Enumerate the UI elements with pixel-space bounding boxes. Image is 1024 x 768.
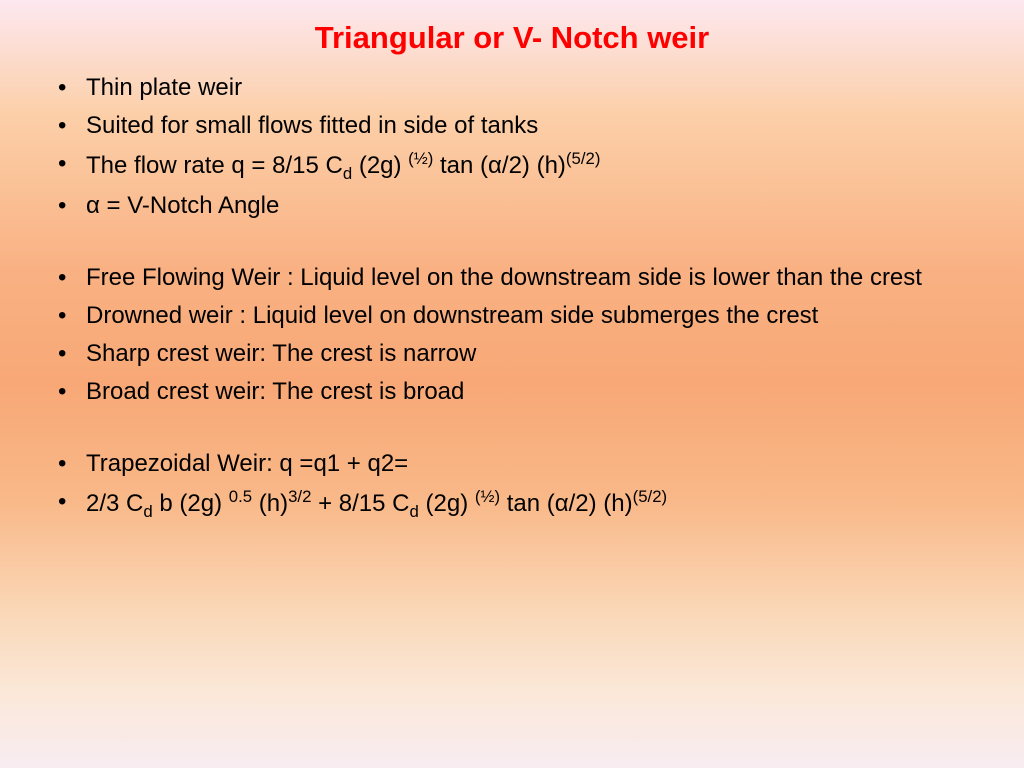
bullet-item: α = V-Notch Angle	[50, 188, 994, 224]
bullet-item: 2/3 Cd b (2g) 0.5 (h)3/2 + 8/15 Cd (2g) …	[50, 484, 994, 524]
slide-content: Thin plate weirSuited for small flows fi…	[30, 70, 994, 524]
slide: Triangular or V- Notch weir Thin plate w…	[0, 0, 1024, 768]
group-gap	[50, 412, 994, 446]
bullet-list: Thin plate weirSuited for small flows fi…	[50, 70, 994, 524]
slide-title: Triangular or V- Notch weir	[30, 20, 994, 56]
bullet-item: Trapezoidal Weir: q =q1 + q2=	[50, 446, 994, 482]
bullet-item: Sharp crest weir: The crest is narrow	[50, 336, 994, 372]
bullet-item: Broad crest weir: The crest is broad	[50, 374, 994, 410]
bullet-item: Drowned weir : Liquid level on downstrea…	[50, 298, 994, 334]
bullet-item: Suited for small flows fitted in side of…	[50, 108, 994, 144]
bullet-item: Thin plate weir	[50, 70, 994, 106]
group-gap	[50, 226, 994, 260]
bullet-item: The flow rate q = 8/15 Cd (2g) (½) tan (…	[50, 146, 994, 186]
bullet-item: Free Flowing Weir : Liquid level on the …	[50, 260, 994, 296]
